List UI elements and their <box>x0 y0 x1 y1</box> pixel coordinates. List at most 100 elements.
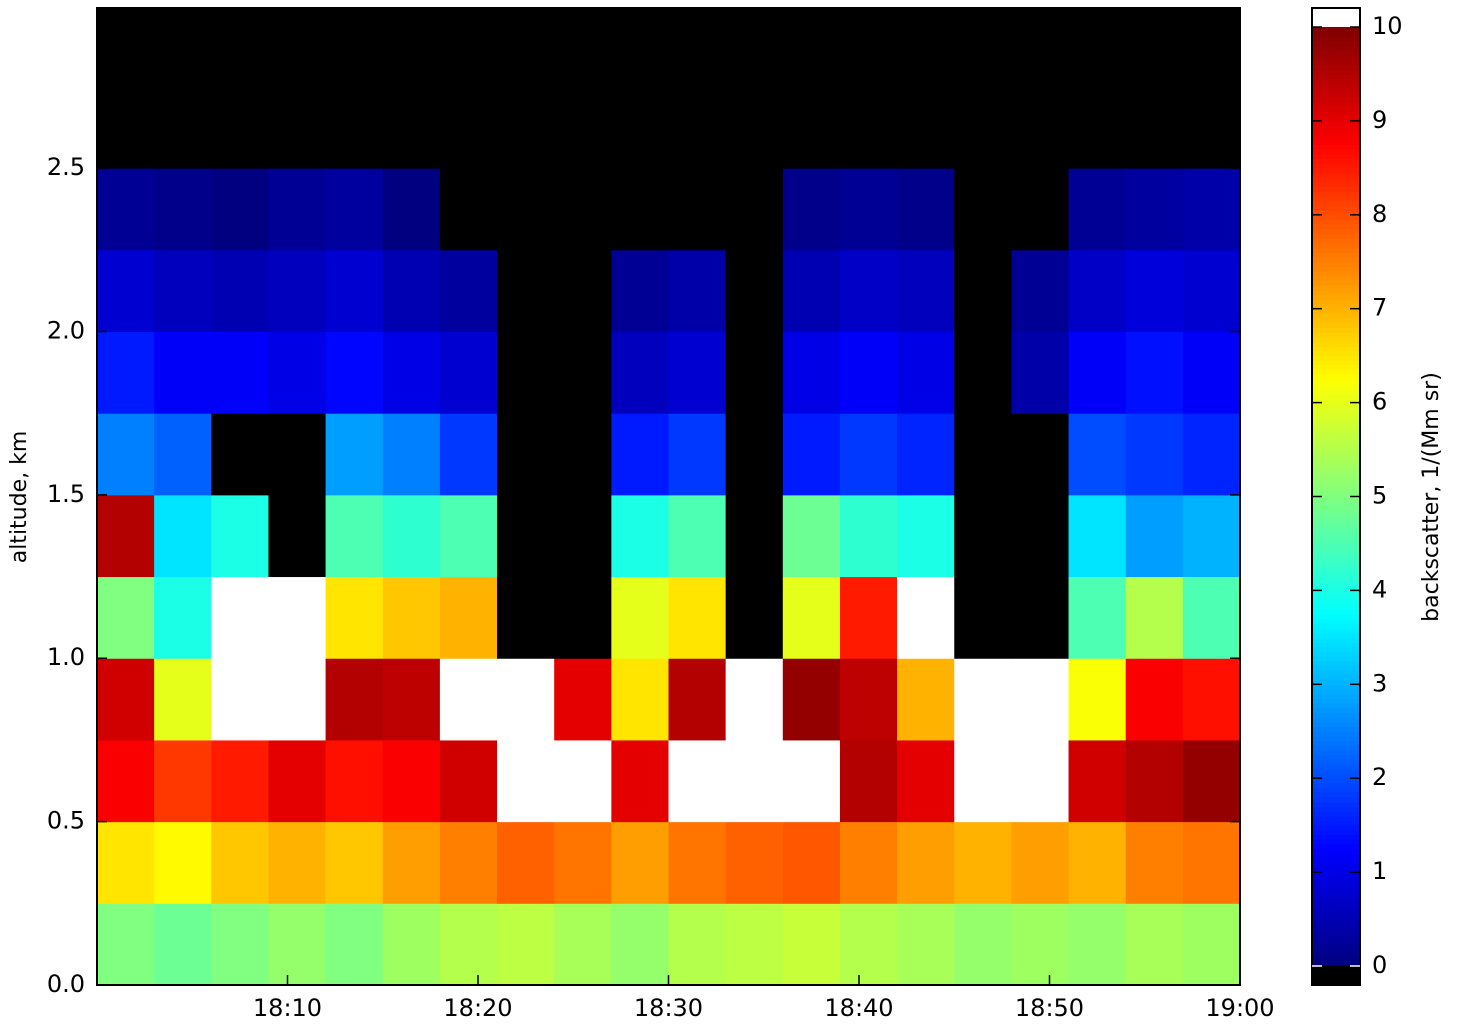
heatmap-cell <box>497 86 555 169</box>
colorbar-step <box>1312 435 1360 441</box>
heatmap-cell <box>1125 576 1184 659</box>
colorbar-step <box>1312 261 1360 267</box>
colorbar-step <box>1312 219 1360 225</box>
heatmap-cell <box>325 658 384 741</box>
axes-layer: 18:10 18:20 18:30 18:40 18:50 19:00 0.0 0.5 1.0 1… <box>47 7 1403 1022</box>
heatmap-cell <box>497 576 555 659</box>
heatmap-cell <box>1068 903 1127 986</box>
heatmap-cell <box>439 903 498 986</box>
heatmap-cell <box>211 86 269 169</box>
colorbar-step <box>1312 416 1360 422</box>
heatmap-cell <box>554 576 612 659</box>
colorbar-step <box>1312 707 1360 713</box>
colorbar-step <box>1312 97 1360 103</box>
colorbar-step <box>1312 745 1360 751</box>
heatmap-cell <box>382 413 441 496</box>
heatmap-cell <box>154 658 212 741</box>
heatmap-cell <box>611 739 669 823</box>
heatmap-cell <box>954 8 1012 87</box>
colorbar-step <box>1312 862 1360 868</box>
heatmap-cell <box>1182 86 1241 169</box>
heatmap-cell <box>497 168 555 251</box>
heatmap-cell <box>268 331 327 414</box>
colorbar-step <box>1312 205 1360 211</box>
heatmap-cell <box>725 331 784 414</box>
heatmap-cell <box>382 494 441 578</box>
heatmap-cell <box>1182 821 1241 904</box>
heatmap-cell <box>897 331 955 414</box>
colorbar-step <box>1312 778 1360 784</box>
colorbar-step <box>1312 383 1360 390</box>
heatmap-cell <box>782 903 841 986</box>
colorbar-step <box>1312 134 1360 141</box>
heatmap-cell <box>554 821 612 904</box>
colorbar-step <box>1312 909 1360 915</box>
colorbar-step <box>1312 177 1360 183</box>
colorbar-step <box>1312 956 1360 962</box>
heatmap-cell <box>325 821 384 904</box>
colorbar-step <box>1312 247 1360 253</box>
colorbar-step <box>1312 782 1360 789</box>
heatmap-cell <box>1182 903 1241 986</box>
heatmap-cell <box>554 168 612 251</box>
heatmap-cell <box>611 576 669 659</box>
colorbar-step <box>1312 102 1360 108</box>
heatmap-cell <box>1011 413 1070 496</box>
colorbar-step <box>1312 811 1360 817</box>
colorbar-step <box>1312 318 1360 324</box>
heatmap-cell <box>325 168 384 251</box>
heatmap-cell <box>97 249 155 332</box>
colorbar-step <box>1312 266 1360 272</box>
colorbar-step <box>1312 529 1360 535</box>
heatmap <box>97 8 1241 986</box>
heatmap-cell <box>497 658 555 741</box>
colorbar-step <box>1312 153 1360 159</box>
heatmap-cell <box>382 168 441 251</box>
colorbar-step <box>1312 919 1360 925</box>
heatmap-cell <box>211 903 269 986</box>
heatmap-cell <box>1182 331 1241 414</box>
colorbar-step <box>1312 214 1360 220</box>
colorbar-step <box>1312 411 1360 418</box>
colorbar-step <box>1312 928 1360 934</box>
heatmap-cell <box>439 8 498 87</box>
heatmap-cell <box>211 249 269 332</box>
heatmap-cell <box>211 168 269 251</box>
heatmap-cell <box>497 331 555 414</box>
heatmap-cell <box>839 739 898 823</box>
heatmap-cell <box>268 576 327 659</box>
heatmap-cell <box>211 821 269 904</box>
heatmap-cell <box>839 8 898 87</box>
heatmap-cell <box>268 494 327 578</box>
colorbar-step <box>1312 623 1360 629</box>
heatmap-cell <box>439 413 498 496</box>
x-tick-label: 18:40 <box>824 994 893 1022</box>
heatmap-cell <box>1068 658 1127 741</box>
colorbar-step <box>1312 886 1360 892</box>
colorbar-step <box>1312 900 1360 906</box>
colorbar-step <box>1312 252 1360 258</box>
heatmap-cell <box>897 576 955 659</box>
heatmap-cell <box>725 903 784 986</box>
heatmap-cell <box>325 903 384 986</box>
colorbar-step <box>1312 496 1360 502</box>
colorbar-step <box>1312 336 1360 343</box>
heatmap-cell <box>1182 576 1241 659</box>
heatmap-cell <box>439 821 498 904</box>
colorbar-step <box>1312 642 1360 648</box>
heatmap-cell <box>1011 576 1070 659</box>
colorbar-tick-label: 7 <box>1372 294 1387 322</box>
heatmap-cell <box>1011 658 1070 741</box>
heatmap-cell <box>611 658 669 741</box>
colorbar-step <box>1312 867 1360 873</box>
heatmap-cell <box>268 413 327 496</box>
colorbar-under <box>1312 966 1360 985</box>
colorbar-step <box>1312 228 1360 235</box>
heatmap-cell <box>668 576 727 659</box>
colorbar-tick-label: 6 <box>1372 388 1387 416</box>
colorbar-step <box>1312 585 1360 591</box>
heatmap-cell <box>1011 331 1070 414</box>
heatmap-cell <box>211 658 269 741</box>
colorbar-step <box>1312 754 1360 760</box>
heatmap-cell <box>154 86 212 169</box>
